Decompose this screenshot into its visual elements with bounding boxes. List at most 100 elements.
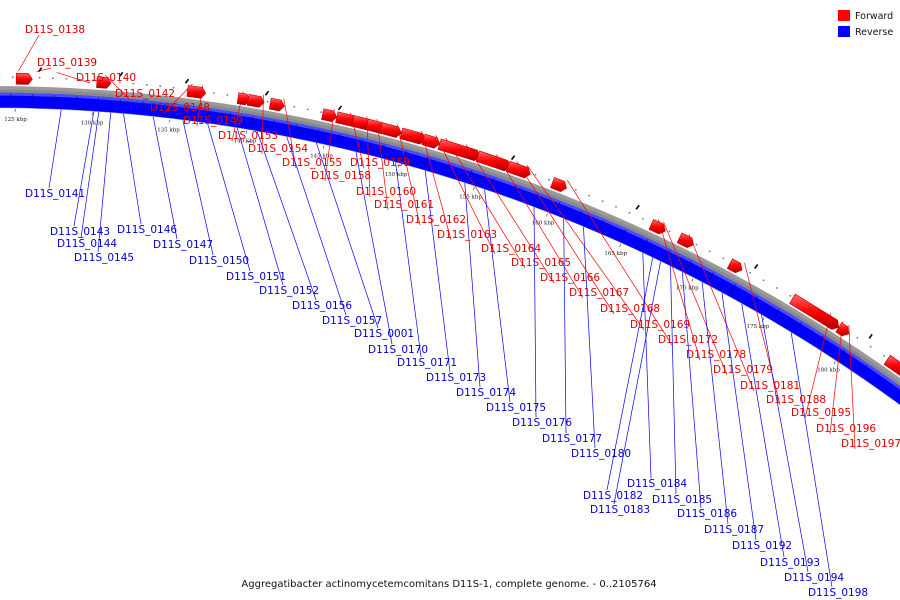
forward-gene-label[interactable]: D11S_0165	[511, 257, 571, 269]
forward-gene-label[interactable]: D11S_0168	[600, 303, 660, 315]
forward-gene-label[interactable]: D11S_0138	[25, 24, 85, 36]
forward-gene-block[interactable]	[648, 219, 666, 235]
forward-gene-block[interactable]	[505, 160, 531, 179]
forward-gene-block[interactable]	[550, 177, 567, 192]
forward-gene-block[interactable]	[835, 322, 850, 337]
reverse-leader-line	[670, 266, 677, 495]
forward-gene-block[interactable]	[246, 94, 265, 108]
forward-gene-label[interactable]: D11S_0161	[374, 199, 434, 211]
track-dash	[635, 204, 640, 210]
forward-leader-line	[105, 74, 130, 100]
forward-leader-line	[663, 221, 728, 376]
reverse-gene-label[interactable]: D11S_0170	[368, 344, 428, 356]
reverse-gene-label[interactable]: D11S_0147	[153, 239, 213, 251]
forward-gene-label[interactable]: D11S_0164	[481, 243, 541, 255]
scale-tick-label: 165 kbp	[604, 251, 627, 257]
reverse-gene-label[interactable]: D11S_0180	[571, 448, 631, 460]
reverse-gene-boundary	[358, 139, 363, 150]
reverse-gene-label[interactable]: D11S_0176	[512, 417, 572, 429]
forward-gene-label[interactable]: D11S_0153	[218, 130, 278, 142]
forward-gene-label[interactable]: D11S_0178	[686, 349, 746, 361]
reverse-gene-label[interactable]: D11S_0184	[627, 478, 687, 490]
legend: Forward Reverse	[838, 10, 893, 38]
reverse-gene-label[interactable]: D11S_0152	[259, 285, 319, 297]
reverse-gene-label[interactable]: D11S_0150	[189, 255, 249, 267]
reverse-gene-label[interactable]: D11S_0194	[784, 572, 844, 584]
forward-leader-line	[848, 325, 856, 450]
forward-gene-block[interactable]	[96, 76, 112, 89]
forward-gene-block[interactable]	[726, 258, 743, 274]
forward-gene-block[interactable]	[421, 133, 440, 149]
forward-gene-label[interactable]: D11S_0142	[115, 88, 175, 100]
reverse-gene-label[interactable]: D11S_0001	[354, 328, 414, 340]
track-dot	[65, 78, 68, 80]
forward-gene-label[interactable]: D11S_0169	[630, 319, 690, 331]
reverse-gene-label[interactable]: D11S_0177	[542, 433, 602, 445]
reverse-gene-label[interactable]: D11S_0173	[426, 372, 486, 384]
forward-gene-block[interactable]	[379, 122, 402, 138]
reverse-gene-boundary	[554, 201, 561, 213]
reverse-gene-boundary	[183, 106, 187, 118]
reverse-leader-line	[152, 116, 178, 240]
reverse-gene-label[interactable]: D11S_0141	[25, 188, 85, 200]
forward-gene-block[interactable]	[789, 293, 840, 330]
forward-gene-block[interactable]	[321, 108, 338, 123]
forward-gene-label[interactable]: D11S_0167	[569, 287, 629, 299]
reverse-gene-label[interactable]: D11S_0151	[226, 271, 286, 283]
forward-gene-label[interactable]: D11S_0196	[816, 423, 876, 435]
track-dot	[132, 82, 135, 85]
reverse-gene-label[interactable]: D11S_0146	[117, 224, 177, 236]
reverse-gene-label[interactable]: D11S_0187	[704, 524, 764, 536]
forward-gene-label[interactable]: D11S_0140	[76, 72, 136, 84]
reverse-gene-label[interactable]: D11S_0175	[486, 402, 546, 414]
forward-gene-label[interactable]: D11S_0149	[183, 115, 243, 127]
backbone-line	[0, 89, 900, 387]
track-dot	[588, 194, 591, 197]
forward-gene-block[interactable]	[268, 97, 285, 112]
forward-gene-block[interactable]	[676, 232, 694, 249]
forward-gene-label[interactable]: D11S_0179	[713, 364, 773, 376]
forward-gene-label[interactable]: D11S_0181	[740, 380, 800, 392]
reverse-gene-label[interactable]: D11S_0183	[590, 504, 650, 516]
reverse-gene-boundary	[641, 239, 649, 250]
track-dot	[306, 108, 309, 111]
reverse-gene-boundary	[31, 94, 34, 106]
forward-leader-line	[324, 108, 335, 182]
reverse-gene-label[interactable]: D11S_0185	[652, 494, 712, 506]
forward-gene-block[interactable]	[883, 354, 900, 376]
forward-gene-label[interactable]: D11S_0188	[766, 394, 826, 406]
reverse-gene-label[interactable]: D11S_0171	[397, 357, 457, 369]
scale-tick-mark	[397, 164, 400, 168]
forward-gene-label[interactable]: D11S_0197	[841, 438, 900, 450]
reverse-gene-boundary	[271, 120, 275, 131]
forward-gene-label[interactable]: D11S_0163	[437, 229, 497, 241]
reverse-gene-boundary	[859, 364, 868, 374]
forward-gene-label[interactable]: D11S_0139	[37, 57, 97, 69]
reverse-gene-label[interactable]: D11S_0145	[74, 252, 134, 264]
forward-gene-block[interactable]	[186, 85, 207, 99]
forward-gene-label[interactable]: D11S_0162	[406, 214, 466, 226]
reverse-gene-label[interactable]: D11S_0157	[322, 315, 382, 327]
reverse-gene-label[interactable]: D11S_0186	[677, 508, 737, 520]
reverse-gene-label[interactable]: D11S_0182	[583, 490, 643, 502]
forward-gene-label[interactable]: D11S_0148	[150, 102, 210, 114]
reverse-gene-label[interactable]: D11S_0144	[57, 238, 117, 250]
reverse-gene-label[interactable]: D11S_0143	[50, 226, 110, 238]
forward-gene-label[interactable]: D11S_0195	[791, 407, 851, 419]
forward-gene-label[interactable]: D11S_0159	[350, 157, 410, 169]
forward-gene-block[interactable]	[15, 72, 33, 85]
reverse-strand-band	[0, 92, 900, 405]
reverse-gene-boundary	[489, 177, 495, 189]
forward-gene-label[interactable]: D11S_0160	[356, 186, 416, 198]
reverse-gene-label[interactable]: D11S_0156	[292, 300, 352, 312]
forward-gene-label[interactable]: D11S_0172	[658, 334, 718, 346]
reverse-gene-label[interactable]: D11S_0192	[732, 540, 792, 552]
reverse-gene-label[interactable]: D11S_0174	[456, 387, 516, 399]
forward-gene-label[interactable]: D11S_0155	[282, 157, 342, 169]
reverse-gene-label[interactable]: D11S_0193	[760, 557, 820, 569]
forward-gene-label[interactable]: D11S_0166	[540, 272, 600, 284]
forward-gene-label[interactable]: D11S_0158	[311, 170, 371, 182]
reverse-gene-label[interactable]: D11S_0198	[808, 587, 868, 599]
scale-tick-label: 150 kbp	[385, 172, 408, 178]
forward-gene-label[interactable]: D11S_0154	[248, 143, 308, 155]
